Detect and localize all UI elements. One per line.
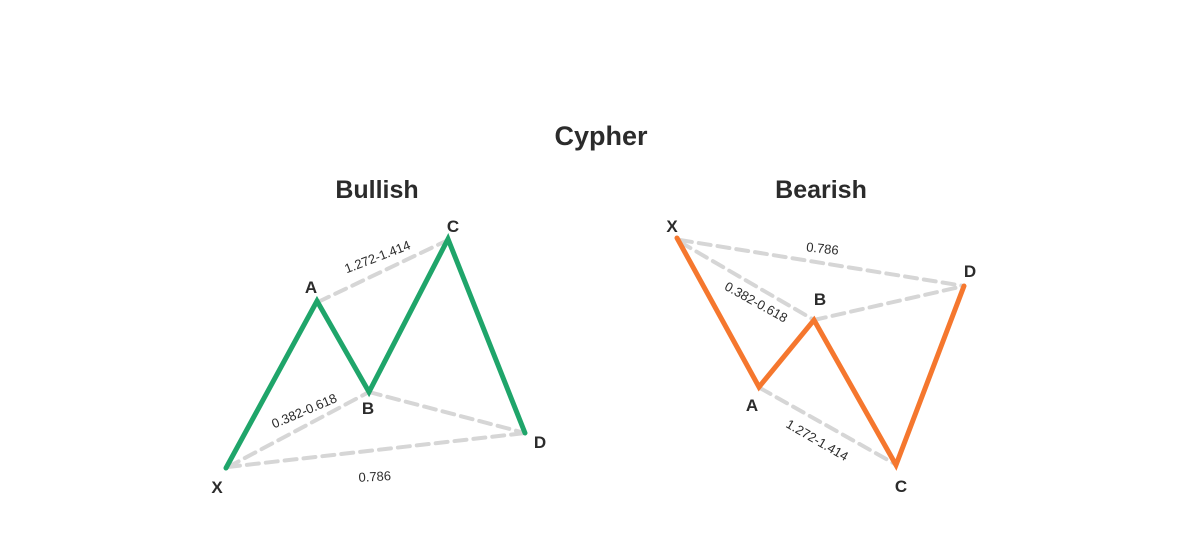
- bearish-xd-ratio: 0.786: [806, 239, 840, 257]
- bullish-point-b: B: [362, 399, 374, 418]
- diagram-title: Cypher: [554, 121, 648, 151]
- bullish-xd-ratio: 0.786: [358, 468, 391, 485]
- bearish-xabcd-line: [674, 235, 967, 471]
- bearish-point-b: B: [814, 290, 826, 309]
- bearish-point-x: X: [666, 217, 678, 236]
- bullish-bd-dashed-line: [367, 390, 527, 435]
- bullish-ac-ratio: 1.272-1.414: [342, 237, 412, 276]
- bearish-bd-dashed-line: [812, 284, 966, 322]
- bearish-ac-ratio: 1.272-1.414: [783, 416, 851, 464]
- bullish-ac-dashed-line: [316, 238, 450, 304]
- bullish-point-x: X: [211, 478, 223, 497]
- bearish-ac-dashed-line: [758, 386, 897, 466]
- bullish-heading: Bullish: [335, 176, 418, 204]
- bearish-point-d: D: [964, 262, 976, 281]
- bullish-xb-dashed-line: [226, 390, 371, 469]
- bullish-xabcd-line: [223, 232, 528, 471]
- bearish-heading: Bearish: [775, 176, 867, 204]
- bullish-xd-dashed-line: [226, 431, 527, 469]
- bullish-pattern: Bullish X A B C D 1.272-1.414 0.382-0.61…: [211, 176, 546, 497]
- bearish-pattern: Bearish X A B C D 0.786 0.382-0.618 1.27…: [666, 176, 976, 496]
- bullish-point-c: C: [447, 217, 459, 236]
- bearish-point-a: A: [746, 396, 758, 415]
- bearish-xb-dashed-line: [678, 240, 816, 322]
- bullish-point-a: A: [305, 278, 317, 297]
- bearish-xd-dashed-line: [678, 238, 966, 288]
- bearish-point-c: C: [895, 477, 907, 496]
- bullish-point-d: D: [534, 433, 546, 452]
